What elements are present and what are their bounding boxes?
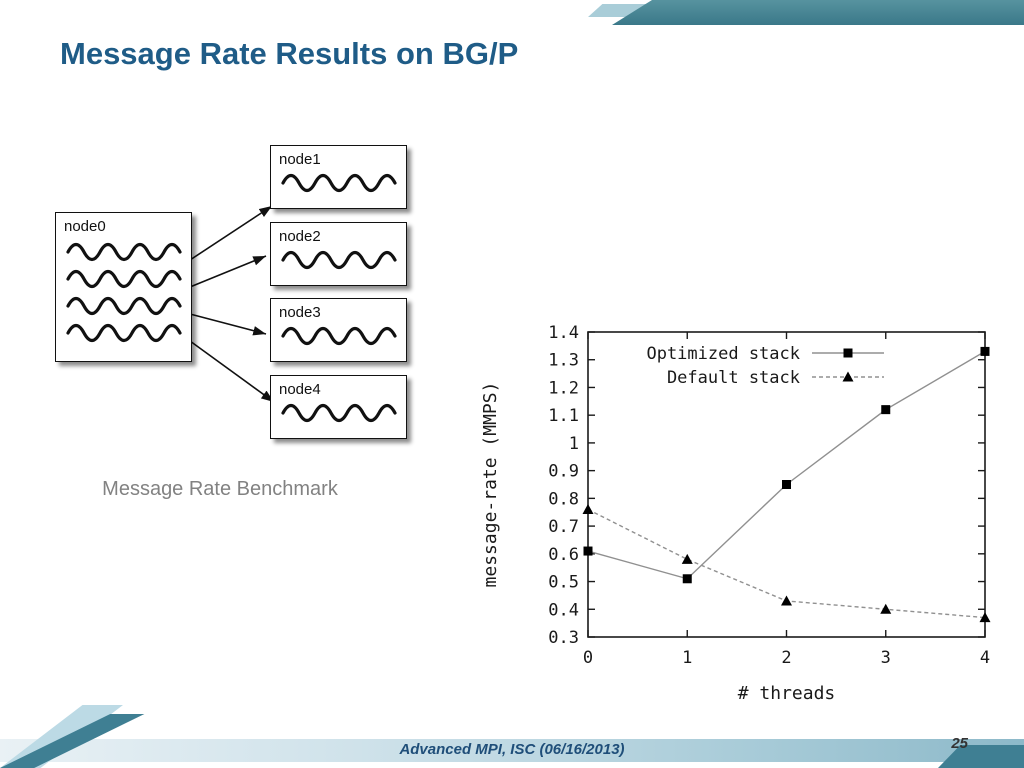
footer-band <box>0 739 1024 762</box>
message-waves-icon <box>65 242 182 343</box>
arrow-node0-to-node1 <box>189 205 273 261</box>
bottom-right-teal-accent-icon <box>938 745 1024 768</box>
node-label: node4 <box>279 381 321 398</box>
arrow-node0-to-node4 <box>189 340 275 403</box>
node-label: node0 <box>64 218 106 235</box>
svg-text:1.4: 1.4 <box>548 323 579 343</box>
diagram-caption: Message Rate Benchmark <box>102 478 338 500</box>
svg-text:Default stack: Default stack <box>667 368 800 388</box>
chart-axes: 0.3 0.4 0.5 0.6 0.7 0.8 0.9 1 1.1 1.2 1.3 1.4 0 1 2 3 4 #… <box>480 323 990 704</box>
node-label: node3 <box>279 304 321 321</box>
message-rate-chart: 0.3 0.4 0.5 0.6 0.7 0.8 0.9 1 1.1 1.2 1.3 1.4 0 1 2 3 4 #… <box>470 312 1015 712</box>
svg-text:2: 2 <box>781 648 791 668</box>
footer-text: Advanced MPI, ISC (06/16/2013) <box>399 741 625 758</box>
svg-text:Optimized stack: Optimized stack <box>646 344 800 364</box>
arrow-node0-to-node3 <box>189 313 267 336</box>
svg-text:message-rate (MMPS): message-rate (MMPS) <box>480 382 501 588</box>
svg-text:1.3: 1.3 <box>548 351 579 371</box>
svg-text:3: 3 <box>881 648 891 668</box>
chart-series <box>582 503 991 623</box>
node-box-node1: node1 <box>270 145 407 209</box>
node-box-node2: node2 <box>270 222 407 286</box>
node-box-node3: node3 <box>270 298 407 362</box>
top-right-band-icon <box>612 0 1024 25</box>
node-label: node1 <box>279 151 321 168</box>
svg-text:1.1: 1.1 <box>548 406 579 426</box>
svg-text:1.2: 1.2 <box>548 378 579 398</box>
svg-text:0.6: 0.6 <box>548 545 579 565</box>
message-wave-icon <box>280 173 397 193</box>
slide-title: Message Rate Results on BG/P <box>60 36 519 71</box>
message-wave-icon <box>280 326 397 346</box>
arrow-node0-to-node2 <box>189 255 267 288</box>
svg-text:0: 0 <box>583 648 593 668</box>
message-wave-icon <box>280 250 397 270</box>
message-wave-icon <box>280 403 397 423</box>
svg-text:0.3: 0.3 <box>548 628 579 648</box>
svg-text:0.4: 0.4 <box>548 600 579 620</box>
connection-arrows <box>189 205 275 403</box>
svg-text:0.5: 0.5 <box>548 573 579 593</box>
node-box-node4: node4 <box>270 375 407 439</box>
chart-series <box>583 346 990 584</box>
svg-text:0.9: 0.9 <box>548 462 579 482</box>
page-number: 25 <box>951 735 968 752</box>
node-box-node0: node0 <box>55 212 192 362</box>
svg-text:# threads: # threads <box>738 683 836 704</box>
svg-text:0.7: 0.7 <box>548 517 579 537</box>
svg-text:1: 1 <box>682 648 692 668</box>
node-label: node2 <box>279 228 321 245</box>
chart-legend: Optimized stack Default stack <box>646 344 884 388</box>
chart-canvas: 0.3 0.4 0.5 0.6 0.7 0.8 0.9 1 1.1 1.2 1.3 1.4 0 1 2 3 4 #… <box>480 323 991 704</box>
svg-text:0.8: 0.8 <box>548 489 579 509</box>
svg-text:4: 4 <box>980 648 990 668</box>
svg-text:1: 1 <box>569 434 579 454</box>
